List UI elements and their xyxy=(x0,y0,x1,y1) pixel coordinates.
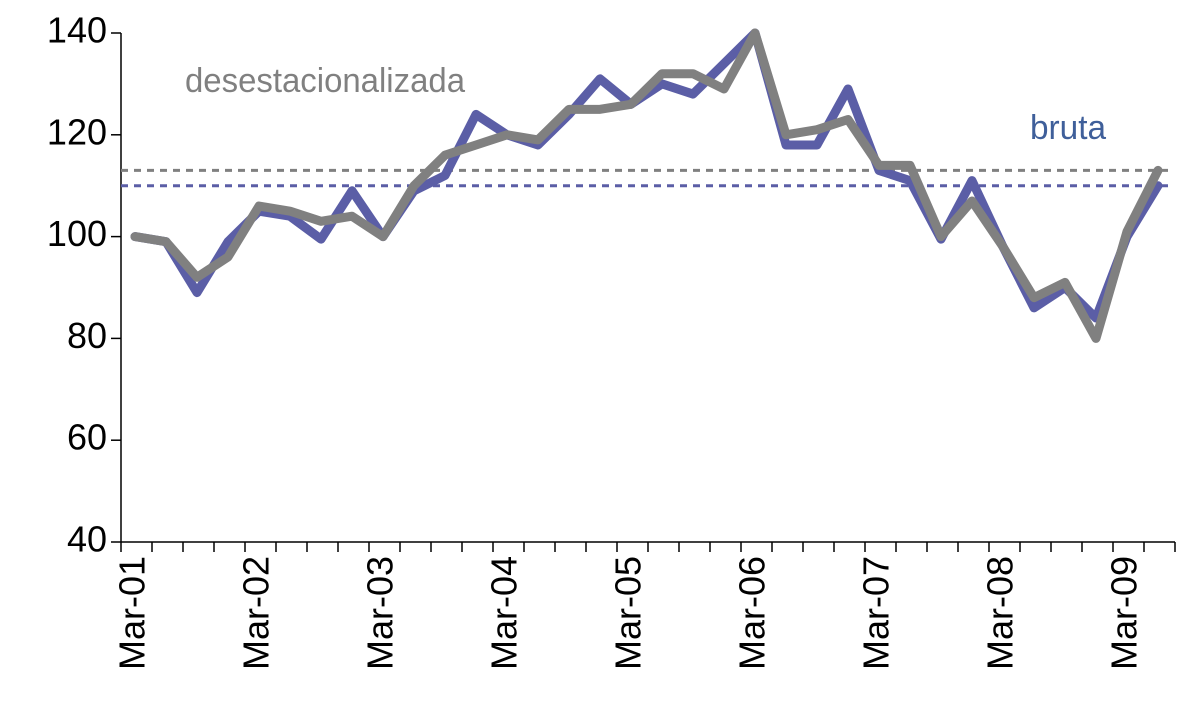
x-tick-label: Mar-01 xyxy=(112,556,153,670)
y-tick-label: 60 xyxy=(67,417,107,458)
y-tick-label: 140 xyxy=(47,10,107,51)
y-tick-label: 120 xyxy=(47,111,107,152)
x-tick-label: Mar-08 xyxy=(980,556,1021,670)
x-tick-label: Mar-06 xyxy=(732,556,773,670)
y-tick-label: 100 xyxy=(47,213,107,254)
x-tick-label: Mar-07 xyxy=(856,556,897,670)
y-tick-label: 80 xyxy=(67,315,107,356)
x-tick-label: Mar-05 xyxy=(608,556,649,670)
series-label: desestacionalizada xyxy=(185,62,465,100)
x-tick-label: Mar-02 xyxy=(236,556,277,670)
y-tick-label: 40 xyxy=(67,519,107,560)
x-tick-label: Mar-03 xyxy=(360,556,401,670)
x-tick-label: Mar-04 xyxy=(484,556,525,670)
series-label: bruta xyxy=(1030,109,1106,147)
x-tick-label: Mar-09 xyxy=(1104,556,1145,670)
series-line xyxy=(130,28,1163,343)
